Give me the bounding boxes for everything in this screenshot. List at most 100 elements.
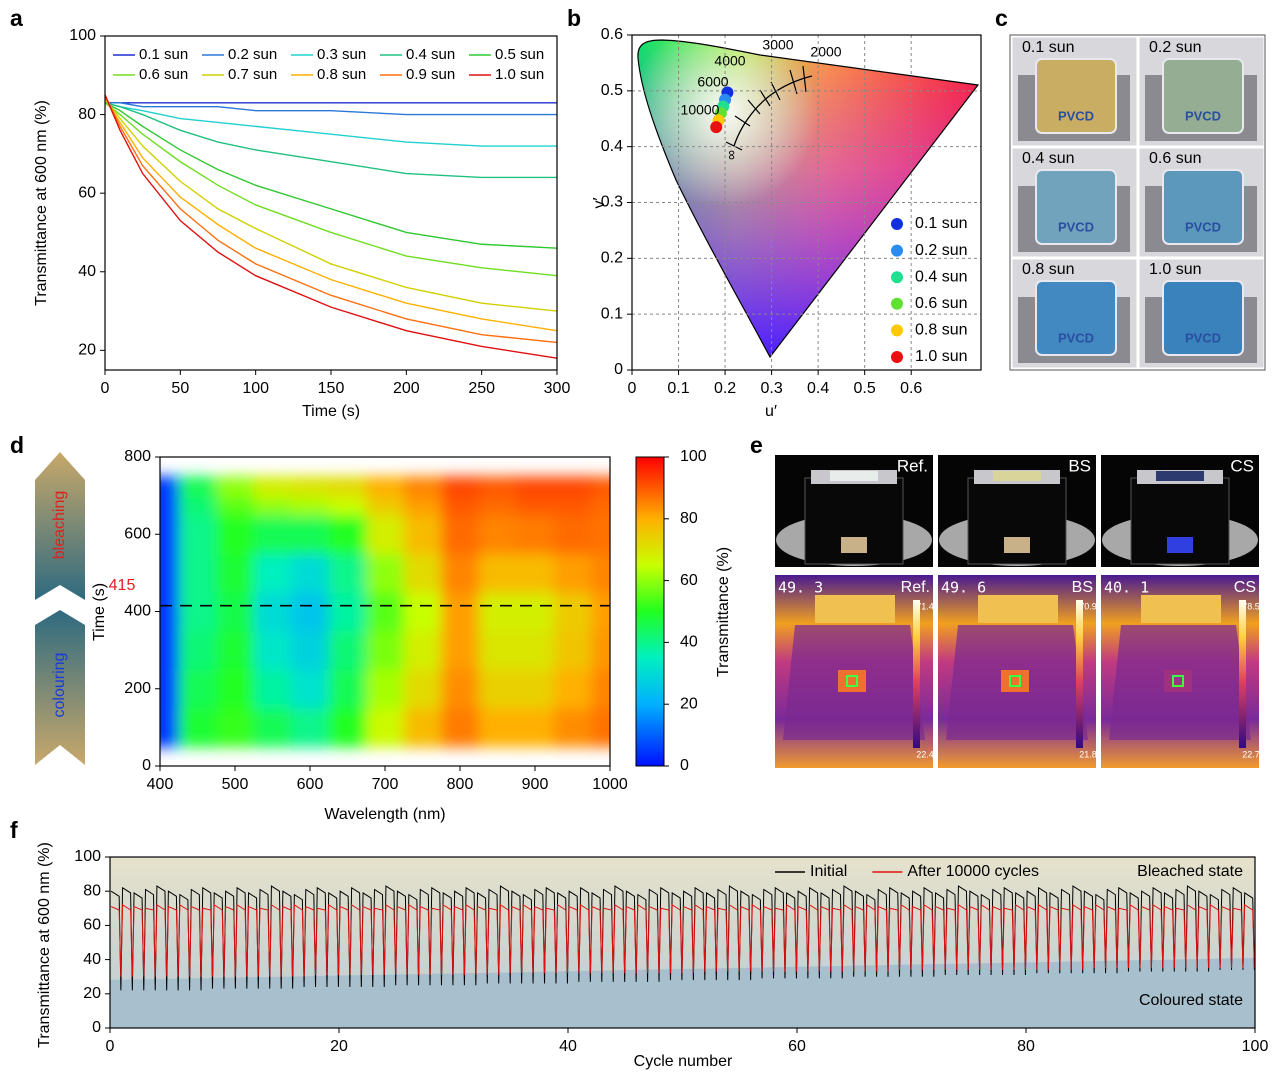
data-line (104, 98, 558, 312)
y-tick-label: 80 (78, 106, 96, 123)
heatmap-cell (160, 630, 180, 670)
heatmap-cell (160, 553, 180, 593)
colorbar-tick-label: 100 (680, 448, 707, 465)
photo-label: 0.4 sun (1022, 150, 1074, 167)
heatmap-cell (553, 630, 592, 670)
y-tick-label: 0.4 (601, 138, 623, 155)
data-line (104, 102, 557, 179)
heatmap-cell (591, 708, 610, 748)
x-tick-label: 0.3 (760, 380, 782, 397)
heatmap-cell (216, 669, 255, 709)
heatmap-cell (403, 630, 442, 670)
y-tick-label: 40 (83, 951, 101, 968)
spot-temperature: 40. 1 (1104, 579, 1149, 597)
heatmap-cell (478, 553, 517, 593)
locus-label: 3000 (762, 37, 793, 53)
heatmap-cell (441, 669, 480, 709)
x-tick-label: 0 (628, 380, 637, 397)
y-tick-label: 60 (83, 917, 101, 934)
x-tick-label: 1000 (592, 776, 628, 793)
heatmap-cell (478, 592, 517, 632)
heatmap-cell (253, 592, 292, 632)
legend-label: 0.8 sun (317, 66, 366, 83)
y-tick-label: 800 (124, 448, 151, 465)
y-tick-label: 0.6 (601, 26, 623, 43)
heatmap-cell (366, 514, 405, 555)
heatmap-cell (216, 708, 255, 748)
device (1035, 58, 1117, 134)
heatmap-cell (553, 514, 592, 555)
y-tick-label: 400 (124, 603, 151, 620)
heatmap-cell (216, 592, 255, 632)
heatmap-cell (291, 553, 330, 593)
x-tick-label: 150 (318, 380, 345, 397)
x-tick-label: 0.4 (807, 380, 829, 397)
heatmap-cell (516, 592, 555, 632)
colorbar-title: Transmittance (%) (715, 547, 732, 677)
spot-marker (1172, 675, 1184, 687)
locus-label: 10000 (681, 102, 720, 118)
y-tick-label: 0 (142, 757, 151, 774)
device-logo: PVCD (1058, 219, 1094, 234)
locus-ticks (725, 65, 807, 151)
heatmap-cell (403, 476, 442, 498)
heatmap-cell (366, 708, 405, 748)
heatmap-cell (441, 592, 480, 632)
heatmap-cell (253, 514, 292, 555)
locus-label: 4000 (714, 53, 745, 69)
heatmap-cell (328, 630, 367, 670)
box (804, 477, 904, 565)
heatmap (160, 476, 610, 748)
heatmap-cell (160, 476, 180, 498)
x-tick-label: 40 (559, 1038, 577, 1055)
legend-swatch (891, 324, 903, 337)
y-axis-title: Time (s) (91, 583, 108, 641)
locus-label: 6000 (697, 74, 728, 90)
device-logo: PVCD (1185, 219, 1221, 234)
legend-swatch (891, 297, 903, 310)
y-tick-label: 80 (83, 882, 101, 899)
locus-label: 2000 (810, 44, 841, 60)
heatmap-cell (178, 708, 217, 748)
heatmap-cell (553, 476, 592, 498)
heatmap-cell (441, 476, 480, 498)
legend-swatch (891, 218, 903, 230)
spot-marker (846, 675, 858, 687)
thermal-label: CS (1234, 579, 1256, 596)
panel-label: d (10, 432, 24, 458)
bleaching-arrow (35, 452, 85, 600)
legend-label: 0.7 sun (228, 66, 277, 83)
y-tick-label: 200 (124, 680, 151, 697)
x-tick-label: 500 (222, 776, 249, 793)
locus-label: ∞ (724, 150, 740, 160)
panel-label: e (750, 432, 763, 458)
data-line (104, 102, 558, 277)
x-tick-label: 0.1 (667, 380, 689, 397)
y-tick-label: 20 (83, 985, 101, 1002)
device-logo: PVCD (1185, 108, 1221, 123)
planckian-locus (733, 75, 813, 147)
reference-label: 415 (109, 577, 136, 594)
x-tick-label: 50 (171, 380, 189, 397)
heatmap-cell (441, 514, 480, 555)
heatmap-cell (478, 669, 517, 709)
heatmap-cell (216, 553, 255, 593)
heatmap-cell (160, 592, 180, 632)
heatmap-cell (178, 553, 217, 593)
photo-border (1009, 34, 1266, 371)
heatmap-cell (591, 514, 610, 555)
legend-swatch (891, 351, 903, 363)
x-tick-label: 250 (468, 380, 495, 397)
device (1035, 280, 1117, 356)
heatmap-cell (178, 476, 217, 498)
heatmap-cell (160, 514, 180, 555)
heatmap-cell (478, 476, 517, 498)
device-logo: PVCD (1058, 108, 1094, 123)
thermal-spot (1164, 670, 1192, 692)
colorbar-tick-label: 40 (680, 634, 698, 651)
thermal-spot (838, 670, 866, 692)
x-tick-label: 800 (447, 776, 474, 793)
data-line (104, 94, 558, 344)
panel-label: a (10, 5, 23, 31)
heatmap-cell (478, 630, 517, 670)
